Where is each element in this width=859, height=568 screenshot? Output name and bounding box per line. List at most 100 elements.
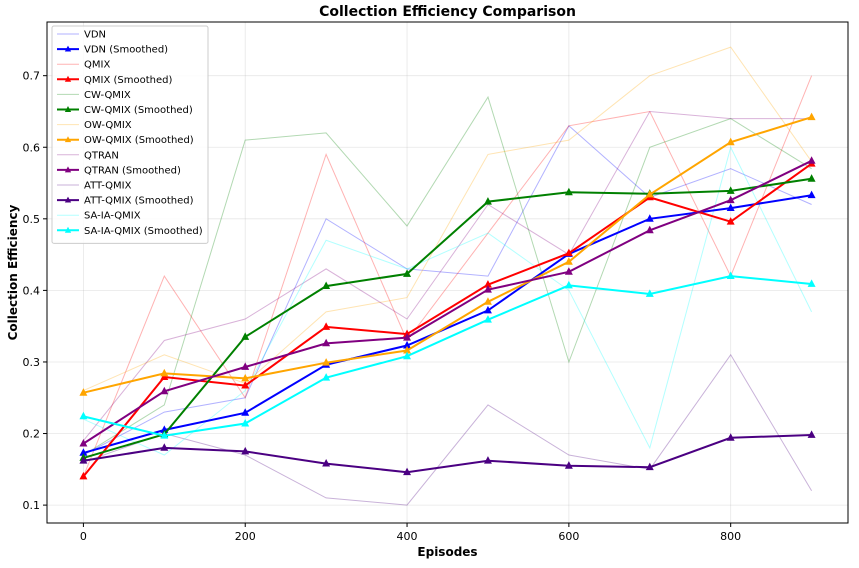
data-point [807,190,816,199]
legend-label: CW-QMIX (Smoothed) [84,105,193,116]
legend-entry-att-qmix: ATT-QMIX [57,181,132,192]
legend-label: ATT-QMIX (Smoothed) [84,196,194,207]
raw-series-lines [82,46,813,506]
legend: VDN VDN (Smoothed) QMIX QMIX (Smoothed) CW-Q… [51,25,209,244]
data-point [807,156,816,164]
data-point [79,456,88,464]
data-point [564,187,573,196]
data-point [322,373,331,381]
data-point [241,408,250,416]
x-tick-label: 800 [720,530,741,543]
data-point [483,297,492,305]
legend-entry-qmix-smoothed: QMIX (Smoothed) [57,75,172,86]
data-point [807,279,816,287]
data-point [483,197,492,205]
y-axis-label: Collection Efficiency [6,204,20,340]
data-point [807,430,816,438]
legend-entry-ow-qmix-smoothed: OW-QMIX (Smoothed) [57,135,194,146]
data-point [645,189,654,198]
x-tick-label: 0 [80,530,87,543]
legend-marker [64,106,72,112]
data-point [483,456,492,464]
y-tick-label: 0.5 [23,213,41,226]
series-line-sa-ia-qmix-smoothed [83,275,812,437]
data-point [241,381,250,389]
data-point [564,280,573,289]
x-tick-label: 400 [397,530,418,543]
data-point [564,248,573,257]
data-point [645,225,654,234]
series-att-qmix-smoothed [79,430,816,476]
data-point [160,386,169,395]
legend-entry-cw-qmix: CW-QMIX [57,90,131,101]
chart-title: Collection Efficiency Comparison [319,4,576,20]
data-point [726,195,735,204]
series-line-cw-qmix-smoothed [83,177,812,459]
data-point [322,322,331,330]
legend-entry-vdn: VDN [57,30,106,41]
legend-label: SA-IA-QMIX (Smoothed) [84,226,203,237]
data-point [564,267,573,275]
data-point [564,257,573,265]
data-point [241,446,250,455]
data-point [322,358,331,366]
data-point [726,186,735,194]
legend-marker [64,45,72,52]
series-line-ow-qmix [83,46,813,392]
legend-marker [64,166,72,173]
data-point [403,467,412,476]
legend-label: SA-IA-QMIX [84,211,141,222]
legend-entry-qtran-smoothed: QTRAN (Smoothed) [57,165,181,176]
legend-label: QTRAN [84,150,119,161]
legend-label: CW-QMIX [84,90,131,101]
smoothed-series-lines [79,112,816,480]
x-tick-label: 600 [558,530,579,543]
data-point [241,418,250,427]
data-point [403,269,412,277]
legend-entry-att-qmix-smoothed: ATT-QMIX (Smoothed) [57,196,194,207]
legend-entry-qtran: QTRAN [57,150,119,161]
data-point [645,289,654,297]
data-point [403,351,412,360]
y-tick-label: 0.6 [23,141,41,154]
y-tick-label: 0.4 [23,284,41,297]
legend-label: OW-QMIX [84,120,132,131]
y-tick-label: 0.1 [23,499,41,512]
data-point [322,338,331,347]
legend-entry-ow-qmix: OW-QMIX [57,120,132,131]
series-line-qmix-smoothed [82,162,813,478]
data-point [807,174,816,182]
legend-entry-cw-qmix-smoothed: CW-QMIX (Smoothed) [57,105,193,116]
data-point [241,362,250,370]
data-point [79,438,88,447]
series-line-vdn-smoothed [83,194,812,454]
series-qtran-smoothed [79,156,816,447]
data-point [241,373,250,382]
data-point [807,112,816,121]
data-point [160,368,169,377]
y-tick-label: 0.7 [23,70,41,83]
series-line-att-qmix [83,353,813,506]
data-point [726,433,735,441]
data-point [322,459,331,467]
data-point [483,305,492,314]
series-line-att-qmix-smoothed [83,434,812,474]
legend-marker [64,226,72,233]
legend-label: QTRAN (Smoothed) [84,165,181,176]
data-point [564,461,573,469]
data-point [483,315,492,323]
plot-frame [46,21,849,524]
data-point [403,333,412,341]
data-point [726,271,735,280]
legend-entry-sa-ia-qmix-smoothed: SA-IA-QMIX (Smoothed) [57,226,203,237]
data-point [241,332,250,340]
y-tick-label: 0.3 [23,356,41,369]
data-point [79,471,88,480]
data-point [645,462,654,471]
data-point [726,137,735,146]
series-line-cw-qmix [83,95,812,456]
legend-label: OW-QMIX (Smoothed) [84,135,194,146]
x-axis-label: Episodes [417,545,477,559]
